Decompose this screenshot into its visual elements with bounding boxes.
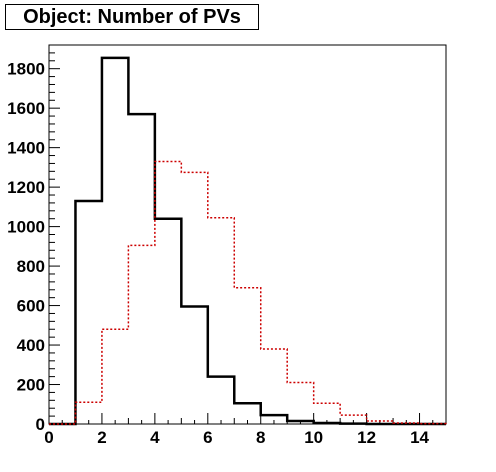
x-tick-label: 4 [150,428,160,447]
chart-title: Object: Number of PVs [5,4,259,30]
y-tick-label: 400 [17,336,45,355]
series-layer [49,56,447,426]
y-tick-label: 1400 [7,139,45,158]
x-tick-label: 12 [357,428,376,447]
y-tick-label: 1000 [7,218,45,237]
y-tick-label: 600 [17,297,45,316]
y-tick-label: 200 [17,376,45,395]
y-tick-label: 1800 [7,60,45,79]
x-tick-label: 2 [97,428,106,447]
y-tick-label: 800 [17,257,45,276]
axes: 0 2 4 6 8 10 12 14 0 200 400 600 800 1000 1200 1400 1600… [7,44,447,447]
series-dashed-red [49,160,447,425]
x-tick-label: 6 [203,428,212,447]
series-solid-black [49,56,446,426]
x-tick-label: 8 [256,428,265,447]
x-tick-label: 14 [410,428,429,447]
y-tick-label: 1600 [7,99,45,118]
plot-frame [48,44,447,425]
x-tick-label: 0 [44,428,53,447]
x-tick-label: 10 [304,428,323,447]
y-tick-label: 1200 [7,178,45,197]
y-tick-label: 0 [36,415,45,434]
